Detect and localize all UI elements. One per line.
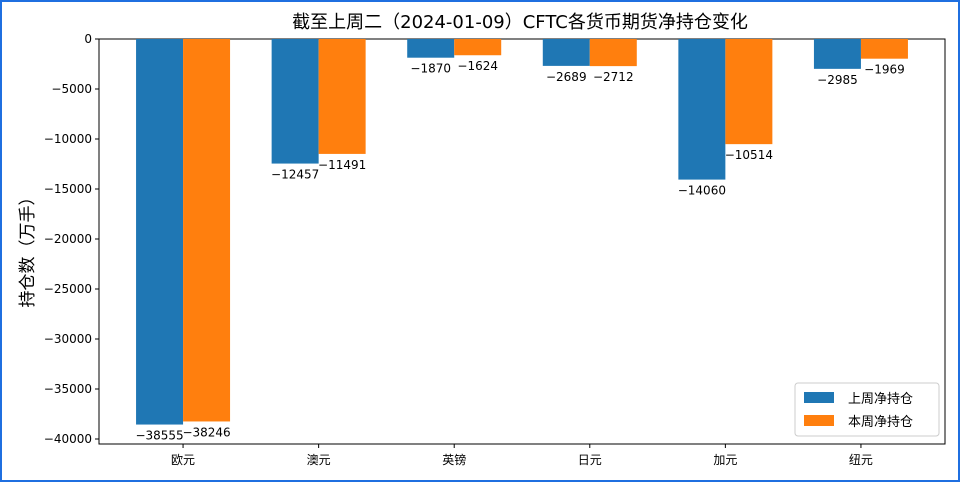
bar-this-week bbox=[318, 39, 366, 154]
bar-last-week bbox=[271, 39, 319, 164]
data-label: −14060 bbox=[678, 184, 726, 198]
x-tick-label: 澳元 bbox=[307, 453, 331, 467]
x-tick-label: 加元 bbox=[713, 453, 737, 467]
y-tick-label: −5000 bbox=[51, 82, 92, 96]
data-label: −38246 bbox=[182, 425, 230, 439]
x-tick-label: 日元 bbox=[578, 453, 602, 467]
legend-swatch bbox=[804, 392, 834, 403]
bar-this-week bbox=[725, 39, 773, 145]
data-label: −1969 bbox=[864, 63, 905, 77]
data-label: −2712 bbox=[593, 70, 634, 84]
y-axis-label: 持仓数（万手） bbox=[18, 189, 38, 308]
plot-frame bbox=[98, 38, 946, 445]
bar-last-week bbox=[136, 39, 184, 425]
x-tick-label: 纽元 bbox=[849, 453, 873, 467]
data-label: −2689 bbox=[546, 70, 587, 84]
data-label: −38555 bbox=[135, 429, 183, 443]
y-tick-label: −40000 bbox=[44, 432, 92, 446]
bar-last-week bbox=[813, 39, 861, 69]
plot-area: 0 −5000 −10000 −15000 −20000 −25000 −30000 −350… bbox=[44, 32, 946, 467]
chart-title: 截至上周二（2024-01-09）CFTC各货币期货净持仓变化 bbox=[292, 12, 748, 33]
y-tick-label: −15000 bbox=[44, 182, 92, 196]
legend-entry: 本周净持仓 bbox=[848, 415, 913, 430]
x-tick-label: 英镑 bbox=[442, 452, 466, 467]
y-tick-label: −30000 bbox=[44, 332, 92, 346]
y-tick-label: −20000 bbox=[44, 232, 92, 246]
bar-this-week bbox=[454, 39, 502, 56]
data-label: −10514 bbox=[725, 148, 773, 162]
y-tick-label: −35000 bbox=[44, 382, 92, 396]
y-tick-label: 0 bbox=[84, 32, 92, 46]
y-tick-label: −10000 bbox=[44, 132, 92, 146]
data-label: −2985 bbox=[817, 73, 858, 87]
x-tick-label: 欧元 bbox=[171, 453, 195, 467]
bar-this-week bbox=[183, 39, 231, 422]
data-label: −12457 bbox=[271, 168, 319, 182]
y-tick-label: −25000 bbox=[44, 282, 92, 296]
data-label: −1870 bbox=[410, 62, 451, 76]
bar-this-week bbox=[860, 39, 908, 59]
bar-last-week bbox=[542, 39, 590, 66]
data-label: −11491 bbox=[318, 158, 366, 172]
data-label: −1624 bbox=[457, 59, 498, 73]
legend-swatch bbox=[804, 415, 834, 426]
bar-last-week bbox=[407, 39, 455, 58]
bar-this-week bbox=[589, 39, 637, 67]
bar-last-week bbox=[678, 39, 726, 180]
legend-entry: 上周净持仓 bbox=[848, 392, 913, 407]
